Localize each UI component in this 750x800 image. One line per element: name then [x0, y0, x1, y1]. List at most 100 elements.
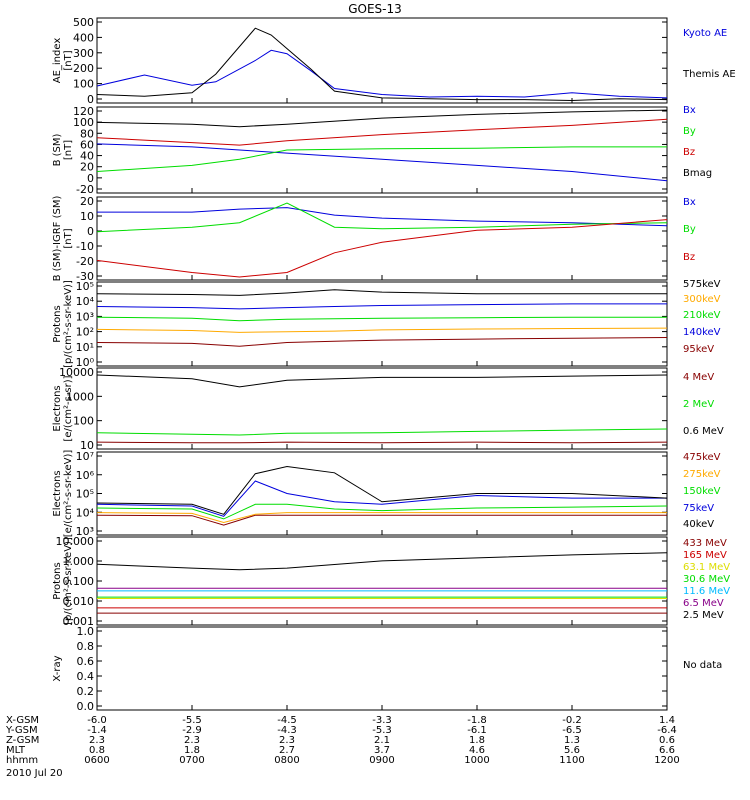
y-tick-label: 0: [87, 225, 94, 238]
legend-label: 0.6 MeV: [683, 426, 724, 437]
series-line-475kev: [96, 514, 667, 526]
series-line-by: [96, 146, 667, 172]
legend-label: 30.6 MeV: [683, 574, 730, 585]
y-tick-label: 20: [80, 195, 94, 208]
panel-electrons_low: 10⁷ 10⁶ 10⁵ 10⁴ 10³Electrons[e/(cm²-s-sr-keV…: [52, 450, 721, 538]
y-tick-label: 10: [80, 439, 94, 452]
legend-label: Bz: [683, 252, 695, 263]
y-tick-label: 60: [80, 138, 94, 151]
series-line-95kev: [96, 337, 668, 347]
y-axis-label: X-ray: [52, 655, 63, 681]
footer-value: -5.3: [372, 725, 392, 736]
y-tick-label: 0: [87, 93, 94, 106]
panel-protons_low: 10⁵ 10⁴ 10³ 10² 10¹ 10⁰Protons[p/(cm²-s-sr-ke…: [52, 279, 721, 369]
series-line-275kev: [96, 512, 667, 524]
footer-value: 1100: [559, 755, 584, 766]
y-tick-label: -10: [76, 240, 94, 253]
footer-value: 0700: [179, 755, 204, 766]
y-tick-label: 10⁷: [76, 450, 94, 463]
footer-value: 2.3: [184, 735, 200, 746]
y-tick-label: 80: [80, 127, 94, 140]
y-tick-label: 100: [73, 78, 94, 91]
y-tick-label: 10⁴: [76, 506, 95, 519]
panel-bigrf: 20 10 0 -10 -20 -30B (SM)-IGRF (SM)[nT] Bx By Bz: [52, 195, 696, 283]
series-line-210kev: [96, 316, 667, 322]
y-tick-label: 100: [73, 116, 94, 129]
panel-frame: [96, 196, 668, 281]
y-axis-label: Protons[p/(cm²-s-sr-keV)]: [52, 537, 74, 625]
series-line-themis-ae: [96, 27, 668, 102]
footer-value: -1.8: [467, 715, 487, 726]
y-tick-label: 1.000: [63, 555, 95, 568]
y-tick-label: 1.0: [77, 625, 95, 638]
series-line-40kev: [96, 465, 668, 515]
y-tick-label: 10⁵: [76, 280, 94, 293]
panel-frame: [96, 367, 668, 450]
panel-frame: [96, 626, 668, 711]
y-tick-label: 400: [73, 31, 94, 44]
footer-value: -5.5: [182, 715, 202, 726]
y-tick-label: 0.8: [77, 640, 95, 653]
legend-label: By: [683, 126, 696, 137]
series-line-by: [96, 202, 668, 233]
footer-value: -1.4: [87, 725, 107, 736]
panel-protons_high: 10.000 1.000 0.100 0.010 0.001Protons[p/(cm²…: [52, 535, 730, 628]
footer-row-label: Z-GSM: [6, 735, 39, 746]
footer-value: 0.6: [659, 735, 675, 746]
y-tick-label: 200: [73, 62, 94, 75]
series-line-kyoto-ae: [96, 49, 668, 99]
y-tick-label: 10⁵: [76, 488, 94, 501]
y-tick-label: 0.010: [63, 595, 95, 608]
legend-label: Bz: [683, 147, 695, 158]
footer-value: -6.0: [87, 715, 107, 726]
y-tick-label: 0: [87, 172, 94, 185]
series-line-bmag: [96, 109, 668, 128]
footer-value: 5.6: [564, 745, 580, 756]
series-line-75kev: [96, 480, 667, 517]
y-tick-label: 10²: [76, 326, 94, 339]
footer-value: -4.5: [277, 715, 297, 726]
footer-value: -2.9: [182, 725, 202, 736]
legend-label: 63.1 MeV: [683, 562, 730, 573]
legend-label: 210keV: [683, 310, 721, 321]
series-line-bz: [96, 219, 668, 278]
footer-value: 1.8: [469, 735, 485, 746]
y-tick-label: 10.000: [56, 535, 95, 548]
legend-label: By: [683, 224, 696, 235]
legend-label: 40keV: [683, 519, 714, 530]
panel-ae: 500 400 300 200 100 0 AE_index[nT] Kyoto AE Them…: [52, 16, 736, 106]
y-axis-label: B (SM)-IGRF (SM)[nT]: [52, 196, 74, 282]
y-tick-label: 10⁶: [76, 469, 95, 482]
y-tick-label: 10⁴: [76, 295, 95, 308]
footer-value: 2.3: [279, 735, 295, 746]
series-line-0-6-mev: [96, 374, 668, 388]
footer-value: -6.1: [467, 725, 487, 736]
y-tick-label: 100: [73, 415, 94, 428]
y-tick-label: 0.100: [63, 575, 95, 588]
footer-value: 0800: [274, 755, 299, 766]
footer-row-label: Y-GSM: [5, 725, 38, 736]
y-axis-label: Protons[p/(cm²-s-sr-keV)]: [52, 280, 74, 368]
y-tick-label: 0.4: [77, 670, 95, 683]
y-axis-label: AE_index[nT]: [52, 38, 74, 84]
footer-value: -6.5: [562, 725, 582, 736]
legend-label: 2 MeV: [683, 399, 714, 410]
footer-value: 0600: [84, 755, 109, 766]
series-line-4-mev: [96, 441, 668, 444]
legend-label: 75keV: [683, 503, 714, 514]
legend-label: 275keV: [683, 469, 721, 480]
footer-value: -4.3: [277, 725, 297, 736]
legend-label: 433 MeV: [683, 538, 727, 549]
series-line-2-5-mev: [96, 552, 668, 571]
y-axis-label: Electrons[e/(cm²-s-sr-keV)]: [52, 450, 74, 538]
footer-value: 1200: [654, 755, 679, 766]
y-tick-label: 40: [80, 150, 94, 163]
legend-label: 11.6 MeV: [683, 586, 730, 597]
series-line-150kev: [96, 503, 668, 520]
legend-label: 300keV: [683, 294, 721, 305]
panel-frame: [96, 17, 668, 104]
footer-value: 1.3: [564, 735, 580, 746]
legend-label: 95keV: [683, 344, 714, 355]
panel-xray: 1.0 0.8 0.6 0.4 0.2 0.0 X-ray No data: [52, 625, 722, 713]
